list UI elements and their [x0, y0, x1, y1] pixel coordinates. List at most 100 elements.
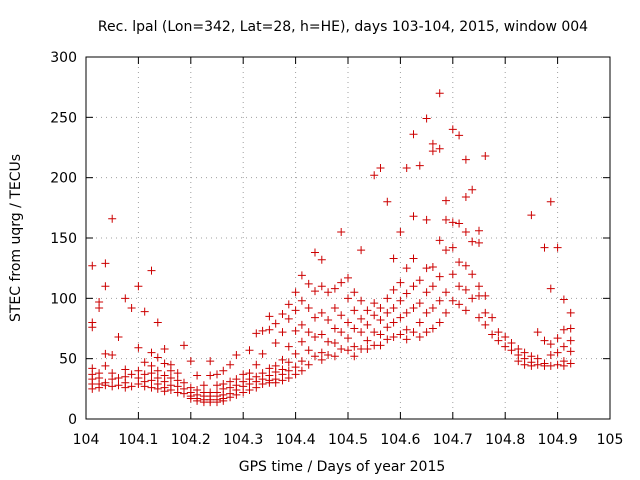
- data-point: [461, 285, 470, 294]
- data-point: [441, 246, 450, 255]
- data-point: [475, 313, 483, 322]
- data-point: [370, 299, 379, 308]
- data-point: [317, 282, 326, 291]
- data-point: [344, 334, 352, 343]
- data-point: [527, 361, 536, 370]
- data-point: [383, 308, 392, 317]
- data-point: [396, 227, 405, 236]
- data-point: [448, 125, 457, 134]
- data-point: [95, 303, 104, 312]
- data-point: [206, 371, 215, 380]
- data-point: [219, 366, 228, 375]
- data-point: [494, 336, 503, 345]
- data-point: [435, 272, 444, 281]
- data-point: [546, 197, 555, 206]
- data-point: [304, 360, 313, 369]
- data-point: [389, 285, 398, 294]
- data-point: [435, 236, 444, 245]
- data-point: [370, 311, 379, 320]
- data-point: [278, 310, 287, 319]
- data-point: [252, 383, 261, 392]
- data-point: [488, 313, 497, 322]
- data-point: [415, 318, 424, 327]
- data-point: [108, 382, 117, 391]
- data-point: [206, 357, 215, 366]
- data-point: [284, 373, 293, 382]
- x-tick-label: 104.2: [171, 432, 211, 448]
- data-point: [402, 289, 411, 298]
- data-point: [566, 308, 575, 317]
- data-point: [337, 345, 346, 354]
- data-point: [422, 215, 431, 224]
- data-point: [127, 303, 136, 312]
- data-point: [481, 151, 490, 160]
- data-point: [310, 332, 319, 341]
- data-point: [409, 328, 418, 337]
- data-point: [344, 294, 352, 303]
- data-point: [304, 346, 313, 355]
- data-point: [370, 171, 379, 180]
- data-point: [396, 296, 405, 305]
- y-tick-label: 100: [50, 291, 77, 307]
- data-point: [428, 324, 437, 333]
- data-point: [402, 325, 411, 334]
- data-point: [481, 320, 490, 329]
- data-point: [284, 342, 293, 351]
- data-point: [415, 299, 424, 308]
- data-point: [376, 316, 385, 325]
- data-point: [114, 332, 123, 341]
- data-point: [357, 314, 366, 323]
- data-point: [488, 330, 497, 339]
- data-point: [310, 313, 319, 322]
- data-point: [350, 352, 359, 361]
- data-point: [422, 288, 431, 297]
- data-point: [428, 147, 437, 156]
- data-point: [422, 264, 431, 273]
- data-point: [461, 227, 470, 236]
- data-point: [278, 355, 287, 364]
- data-point: [147, 369, 156, 378]
- data-point: [219, 396, 228, 405]
- data-point: [441, 288, 450, 297]
- data-point: [330, 284, 339, 293]
- data-point: [101, 282, 110, 291]
- data-point: [324, 288, 333, 297]
- data-point: [173, 388, 182, 397]
- data-point: [435, 144, 444, 153]
- data-point: [258, 349, 267, 358]
- data-point: [239, 388, 248, 397]
- data-point: [160, 359, 169, 368]
- data-point: [304, 279, 313, 288]
- data-point: [226, 393, 235, 402]
- data-point: [415, 276, 424, 285]
- data-point: [271, 319, 280, 328]
- data-point: [566, 359, 575, 368]
- data-point: [422, 328, 431, 337]
- data-point: [179, 389, 188, 398]
- data-point: [383, 335, 392, 344]
- data-point: [166, 386, 175, 395]
- data-point: [350, 342, 359, 351]
- data-point: [363, 345, 372, 354]
- data-point: [520, 360, 529, 369]
- data-point: [304, 303, 313, 312]
- data-point: [88, 323, 97, 332]
- data-point: [448, 218, 457, 227]
- data-point: [441, 196, 450, 205]
- data-point: [193, 396, 202, 405]
- data-point: [468, 294, 477, 303]
- data-point: [402, 164, 411, 173]
- data-point: [213, 398, 221, 407]
- data-point: [324, 337, 333, 346]
- data-point: [468, 270, 477, 279]
- data-point: [232, 390, 241, 399]
- data-point: [232, 351, 241, 360]
- data-point: [284, 300, 293, 309]
- data-point: [376, 164, 385, 173]
- data-point: [507, 338, 516, 347]
- x-tick-label: 104.9: [538, 432, 578, 448]
- data-point: [101, 361, 110, 370]
- data-point: [448, 296, 457, 305]
- data-point: [134, 366, 143, 375]
- data-point: [121, 383, 130, 392]
